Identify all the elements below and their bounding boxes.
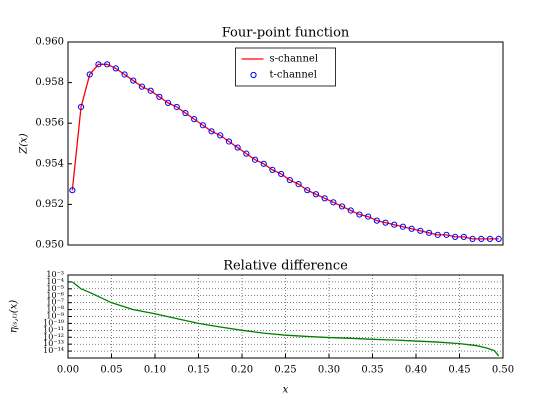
x-tick-label: 0.35: [361, 365, 383, 376]
marker: [138, 83, 146, 90]
marker: [495, 235, 502, 243]
legend-marker: [250, 71, 257, 79]
marker: [69, 187, 76, 194]
marker: [365, 213, 372, 220]
y-tick-label: 10⁻¹⁰: [43, 318, 64, 327]
y-tick-label: 10⁻¹¹: [43, 325, 64, 334]
marker: [251, 156, 259, 163]
marker: [417, 227, 424, 234]
y-tick-label: 0.950: [35, 240, 64, 251]
marker: [347, 207, 354, 214]
x-tick-label: 0.20: [231, 365, 253, 376]
y-tick-label: 10⁻⁸: [46, 305, 64, 314]
marker: [469, 235, 476, 243]
marker: [312, 191, 320, 198]
marker: [443, 231, 450, 238]
legend-box: [235, 47, 336, 87]
marker: [225, 138, 233, 145]
y-axis-label: Z(x): [19, 133, 30, 154]
marker: [173, 103, 180, 111]
marker: [330, 199, 337, 206]
y-tick-label: 10⁻⁵: [46, 284, 64, 293]
y-tick-label: 0.958: [35, 77, 64, 88]
marker: [338, 203, 346, 210]
plot-frame: [67, 274, 504, 359]
marker: [243, 150, 250, 157]
x-tick-label: 0.50: [492, 365, 514, 376]
marker: [164, 99, 172, 107]
x-tick-label: 0.45: [448, 365, 470, 376]
y-tick-label: 0.954: [35, 158, 64, 169]
legend-label: t-channel: [270, 70, 317, 81]
x-tick-label: 0.40: [405, 365, 427, 376]
marker: [478, 235, 485, 243]
x-tick-label: 0.00: [57, 365, 79, 376]
marker: [112, 65, 119, 72]
y-tick-label: 10⁻¹²: [43, 332, 64, 341]
marker: [156, 93, 163, 100]
marker: [130, 77, 137, 84]
y-tick-label: 10⁻⁴: [46, 277, 64, 286]
y-tick-label: 10⁻¹⁴: [43, 346, 64, 355]
marker: [460, 233, 467, 240]
x-tick-label: 0.05: [100, 365, 122, 376]
marker: [77, 103, 85, 111]
marker: [452, 233, 459, 240]
marker: [86, 71, 93, 78]
marker: [399, 223, 407, 230]
marker: [95, 61, 102, 68]
marker: [217, 132, 224, 139]
marker: [104, 61, 111, 68]
marker: [260, 160, 267, 167]
y-tick-label: 10⁻⁶: [46, 291, 64, 300]
marker: [373, 217, 380, 224]
y-axis-label: η₍ₛ,ₜ₎(x): [9, 300, 20, 333]
y-tick-label: 10⁻⁹: [46, 312, 64, 321]
legend-label: s-channel: [270, 54, 319, 65]
marker: [269, 166, 276, 173]
marker: [147, 87, 154, 94]
marker: [382, 219, 389, 226]
y-tick-label: 0.960: [35, 37, 64, 48]
chart-title: Four-point function: [222, 26, 350, 41]
marker: [295, 181, 302, 188]
marker: [486, 235, 494, 243]
marker: [278, 170, 285, 178]
x-tick-label: 0.15: [187, 365, 209, 376]
marker: [321, 195, 328, 202]
y-tick-label: 0.952: [35, 199, 64, 210]
marker: [356, 211, 363, 218]
marker: [208, 128, 215, 135]
marker: [425, 229, 433, 236]
y-tick-label: 10⁻³: [46, 270, 64, 279]
marker: [304, 187, 311, 194]
y-tick-label: 0.956: [35, 118, 64, 129]
chart-title: Relative difference: [223, 259, 348, 274]
marker: [121, 71, 128, 78]
marker: [234, 144, 241, 151]
x-tick-label: 0.30: [318, 365, 340, 376]
marker: [199, 122, 206, 129]
x-axis-label: x: [283, 385, 289, 396]
marker: [286, 176, 293, 184]
marker: [434, 231, 441, 238]
plot-frame: [67, 41, 504, 246]
marker: [391, 221, 398, 228]
y-tick-label: 10⁻¹³: [43, 339, 64, 348]
y-tick-label: 10⁻⁷: [46, 298, 64, 307]
x-tick-label: 0.10: [144, 365, 166, 376]
marker: [182, 109, 189, 117]
marker: [191, 116, 198, 123]
data-line: [71, 281, 500, 357]
marker: [408, 225, 415, 232]
x-tick-label: 0.25: [274, 365, 296, 376]
data-line: [71, 63, 499, 240]
